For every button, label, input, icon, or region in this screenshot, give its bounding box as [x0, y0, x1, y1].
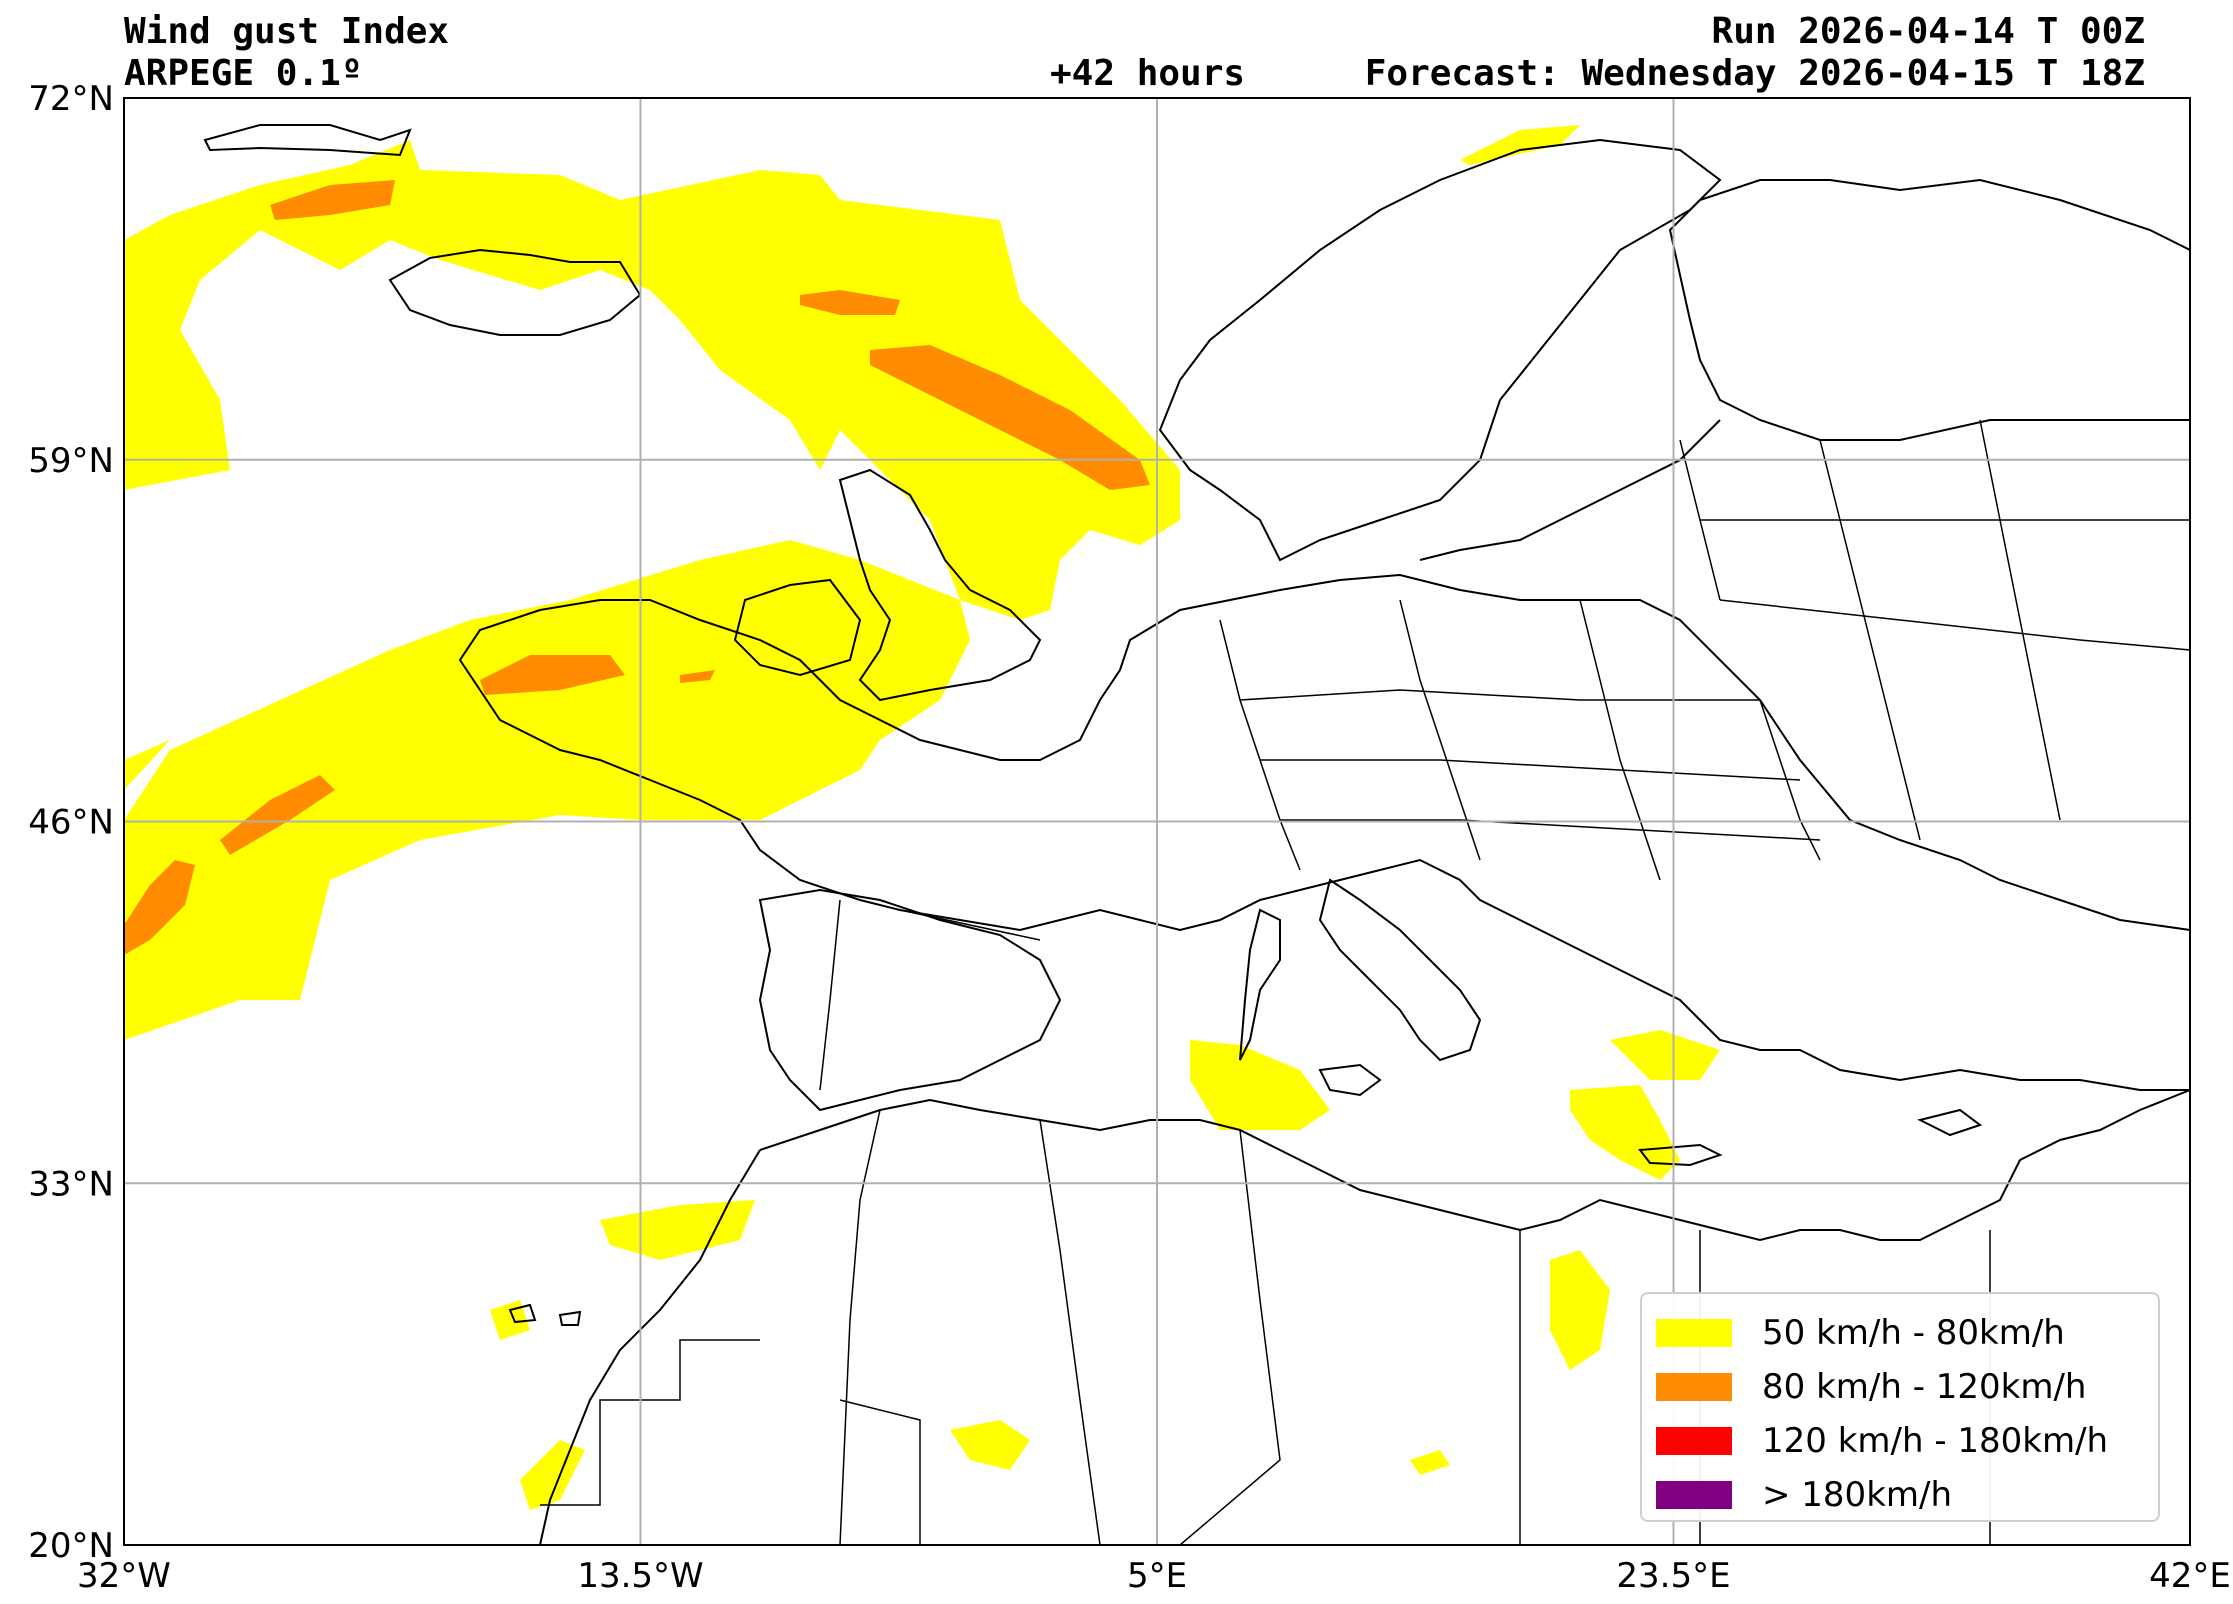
gust-core-west-ireland — [480, 655, 625, 695]
coastline-finland-russia — [1668, 178, 2191, 441]
gust-zone-libya-sea — [1570, 1085, 1680, 1180]
longitude-tick-label: 23.5°E — [1616, 1556, 1730, 1596]
coastline-great-britain — [838, 468, 1042, 702]
coastline-crete — [1638, 1143, 1723, 1167]
legend-item: 50 km/h - 80km/h — [1656, 1306, 2144, 1360]
latitude-tick-label: 46°N — [28, 803, 114, 843]
country-borders — [540, 419, 2191, 1546]
gust-zone-svalbard — [1460, 125, 1580, 165]
wind-gust-zones — [124, 125, 1720, 1510]
gust-zone-egypt-desert — [1550, 1250, 1610, 1370]
coastline-italy — [1318, 878, 1482, 1062]
lead-time-label: +42 hours — [1050, 53, 1246, 94]
coastline-ireland — [733, 578, 862, 677]
gust-core-atlantic-2 — [124, 860, 195, 955]
gust-core-iceland-north — [270, 180, 395, 220]
latitude-tick-label: 59°N — [28, 441, 114, 481]
gust-zone-libya-south — [1410, 1450, 1450, 1475]
latitude-tick-label: 20°N — [28, 1526, 114, 1566]
coastline-baltic — [1419, 419, 1721, 561]
gust-band-50-80 — [124, 125, 1720, 1510]
coastline-iberia — [758, 888, 1062, 1112]
latitude-tick-label: 33°N — [28, 1164, 114, 1204]
border-north-africa — [839, 1109, 1991, 1546]
border-sahara-lines — [540, 1339, 921, 1545]
legend-swatch — [1656, 1319, 1732, 1347]
coastline-sicily — [1318, 1063, 1382, 1097]
border-eastern-europe — [1679, 419, 2191, 841]
gust-core-atlantic-1 — [220, 775, 335, 855]
gust-zone-sahara — [950, 1420, 1030, 1470]
legend-label: 120 km/h - 180km/h — [1762, 1421, 2109, 1461]
border-iberia — [819, 899, 1041, 1091]
forecast-label: Forecast: Wednesday 2026-04-15 T 18Z — [1364, 53, 2145, 94]
gust-zone-canaries — [600, 1200, 755, 1260]
legend-label: 50 km/h - 80km/h — [1762, 1313, 2065, 1353]
run-label: Run 2026-04-14 T 00Z — [1711, 11, 2145, 52]
coastline-greenland — [203, 124, 412, 157]
coastline-scandinavia — [1158, 138, 1722, 562]
longitude-tick-label: 42°E — [2149, 1556, 2231, 1596]
legend-label: > 180km/h — [1762, 1475, 1953, 1515]
gust-core-norwegian-sea — [870, 345, 1150, 490]
coastline-north-africa — [759, 1089, 2191, 1242]
gust-core-celtic — [680, 670, 715, 683]
model-label: ARPEGE 0.1º — [124, 53, 363, 94]
coastline-west-africa — [539, 1149, 761, 1546]
gust-core-faroes — [800, 290, 900, 315]
longitude-tick-labels: 32°W 13.5°W 5°E 23.5°E 42°E — [77, 1556, 2231, 1596]
longitude-tick-label: 32°W — [77, 1556, 171, 1596]
legend-label: 80 km/h - 120km/h — [1762, 1367, 2087, 1407]
gust-zone-greece — [1610, 1030, 1720, 1080]
gust-zone-biscay — [124, 740, 170, 790]
coastline-canary-islands — [508, 1303, 582, 1326]
legend-item: > 180km/h — [1656, 1468, 2144, 1522]
border-central-europe — [1219, 599, 1821, 881]
gust-zone-norwegian-sea — [124, 140, 1180, 620]
coastline-continental-europe — [458, 573, 2191, 1091]
coastline-corsica-sardinia — [1239, 908, 1281, 1061]
latitude-tick-label: 72°N — [28, 79, 114, 119]
coastline-cyprus — [1917, 1108, 1983, 1137]
gust-zone-north-atlantic — [124, 540, 970, 1040]
longitude-tick-label: 13.5°W — [577, 1556, 703, 1596]
map-frame — [123, 97, 2191, 1546]
latitude-tick-labels: 20°N 33°N 46°N 59°N 72°N — [28, 79, 114, 1566]
legend-item: 120 km/h - 180km/h — [1656, 1414, 2144, 1468]
legend: 50 km/h - 80km/h 80 km/h - 120km/h 120 k… — [1640, 1292, 2160, 1522]
gust-band-80-120 — [124, 180, 1150, 955]
gust-zone-morocco-coast — [520, 1440, 585, 1510]
gust-zone-atlas — [490, 1300, 530, 1340]
map-title: Wind gust Index — [124, 11, 450, 52]
legend-swatch — [1656, 1427, 1732, 1455]
legend-item: 80 km/h - 120km/h — [1656, 1360, 2144, 1414]
gust-zone-tunisia — [1190, 1040, 1330, 1130]
longitude-tick-label: 5°E — [1127, 1556, 1187, 1596]
legend-swatch — [1656, 1481, 1732, 1509]
legend-swatch — [1656, 1373, 1732, 1401]
